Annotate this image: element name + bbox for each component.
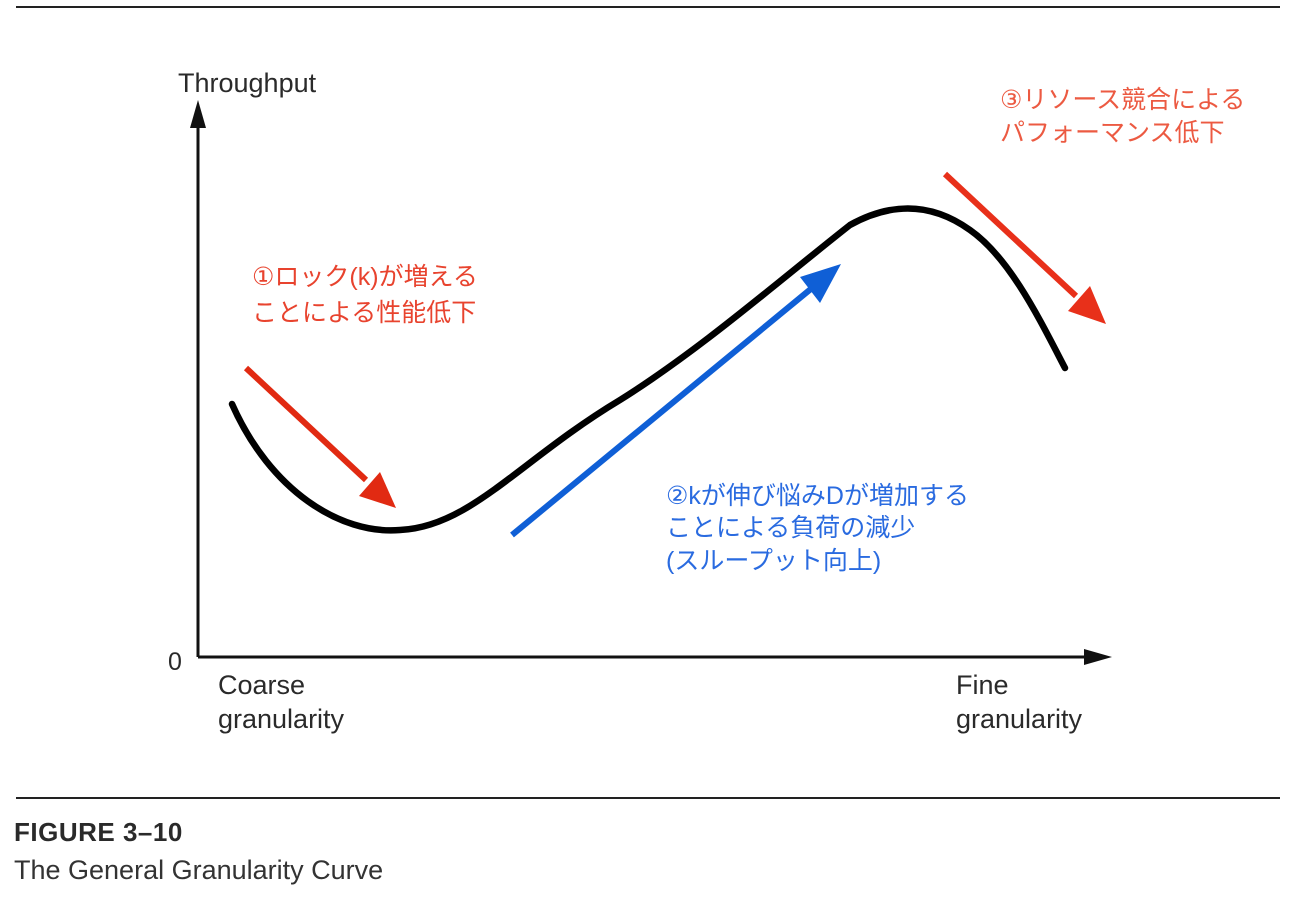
annotation-3-line-1: ③リソース競合による (1000, 86, 1245, 114)
decline-arrow-2-head (1068, 286, 1106, 324)
y-axis-arrowhead (190, 100, 206, 128)
annotation-1-line-2: ことによる性能低下 (252, 299, 476, 327)
granularity-chart: Throughput 0 Coarse granularity Fine gra… (168, 68, 1245, 734)
y-axis-label: Throughput (178, 68, 317, 98)
annotation-load-reduction: ②kが伸び悩みDが増加する ことによる負荷の減少 (スループット向上) (666, 482, 969, 575)
annotation-3-line-2: パフォーマンス低下 (1000, 119, 1225, 147)
decline-arrow-1-head (359, 472, 396, 508)
annotation-lock-decline: ①ロック(k)が増える ことによる性能低下 (252, 263, 478, 327)
annotation-2-line-3: (スループット向上) (666, 547, 881, 575)
x-start-label-line2: granularity (218, 704, 345, 734)
top-rule (16, 6, 1280, 8)
annotation-2-line-1: ②kが伸び悩みDが増加する (666, 482, 969, 510)
throughput-curve (228, 205, 1069, 534)
figure-title: The General Granularity Curve (14, 855, 384, 885)
x-start-label-line1: Coarse (218, 670, 305, 700)
rise-arrow-shaft (510, 285, 814, 538)
x-end-label-line1: Fine (956, 670, 1009, 700)
annotation-resource-contention: ③リソース競合による パフォーマンス低下 (1000, 86, 1245, 147)
y-origin-label: 0 (168, 648, 182, 676)
decline-arrow-1-shaft (243, 365, 369, 483)
annotation-2-line-2: ことによる負荷の減少 (666, 514, 915, 542)
decline-arrow-2-shaft (942, 171, 1079, 299)
x-end-label-line2: granularity (956, 704, 1083, 734)
rise-arrow-head (800, 264, 841, 303)
figure-label: FIGURE 3–10 (14, 817, 183, 847)
bottom-rule (16, 797, 1280, 799)
annotation-1-line-1: ①ロック(k)が増える (252, 263, 478, 291)
x-axis-arrowhead (1084, 649, 1112, 665)
